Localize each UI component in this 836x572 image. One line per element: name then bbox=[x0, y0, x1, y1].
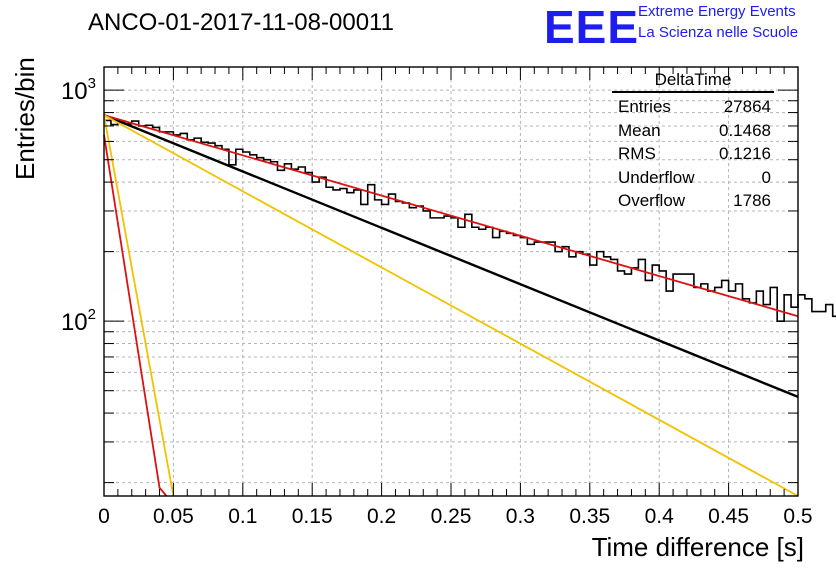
stats-label: Entries bbox=[618, 97, 671, 116]
stats-value: 1786 bbox=[733, 191, 771, 210]
stats-box: DeltaTime Entries 27864 Mean 0.1468 RMS … bbox=[612, 70, 774, 213]
x-tick-label: 0.4 bbox=[645, 505, 675, 528]
stats-label: Mean bbox=[618, 120, 661, 140]
eee-logo: EEE bbox=[544, 1, 640, 53]
x-tick-label: 0.1 bbox=[228, 505, 257, 528]
eee-logo-line2: La Scienza nelle Scuole bbox=[638, 24, 799, 41]
yellow-line-2 bbox=[103, 114, 799, 497]
stats-value: 0.1468 bbox=[719, 120, 771, 140]
red-line-1 bbox=[103, 114, 799, 318]
x-tick-label: 0.05 bbox=[153, 505, 194, 528]
stats-label: RMS bbox=[618, 144, 656, 163]
stats-label: Overflow bbox=[618, 191, 686, 210]
stats-row-underflow: Underflow 0 bbox=[612, 166, 774, 190]
x-axis-label: Time difference [s] bbox=[591, 532, 804, 562]
x-tick-label: 0.35 bbox=[569, 505, 610, 528]
y-axis-label: Entries/bin bbox=[10, 57, 40, 180]
x-tick-label: 0 bbox=[98, 505, 110, 528]
x-tick-label: 0.25 bbox=[431, 505, 472, 528]
x-tick-label: 0.2 bbox=[367, 505, 396, 528]
y-tick-label: 103 bbox=[61, 75, 96, 105]
stats-row-mean: Mean 0.1468 bbox=[612, 119, 774, 143]
stats-row-overflow: Overflow 1786 bbox=[612, 189, 774, 213]
run-title: ANCO-01-2017-11-08-00011 bbox=[88, 9, 394, 36]
x-tick-label: 0.5 bbox=[783, 505, 812, 528]
stats-row-entries: Entries 27864 bbox=[612, 95, 774, 119]
stats-label: Underflow bbox=[618, 167, 695, 187]
red-line-3 bbox=[103, 134, 168, 497]
y-tick-label: 102 bbox=[61, 306, 96, 336]
stats-value: 27864 bbox=[723, 97, 771, 116]
stats-row-rms: RMS 0.1216 bbox=[612, 142, 774, 166]
x-tick-label: 0.45 bbox=[708, 505, 749, 528]
x-tick-label: 0.15 bbox=[292, 505, 333, 528]
stats-value: 0 bbox=[761, 167, 771, 187]
stats-title: DeltaTime bbox=[612, 70, 774, 93]
eee-logo-line1: Extreme Energy Events bbox=[638, 3, 796, 20]
yellow-line-4 bbox=[103, 114, 175, 497]
stats-value: 0.1216 bbox=[719, 144, 771, 163]
x-tick-label: 0.3 bbox=[506, 505, 535, 528]
fit-line-0 bbox=[103, 113, 799, 399]
